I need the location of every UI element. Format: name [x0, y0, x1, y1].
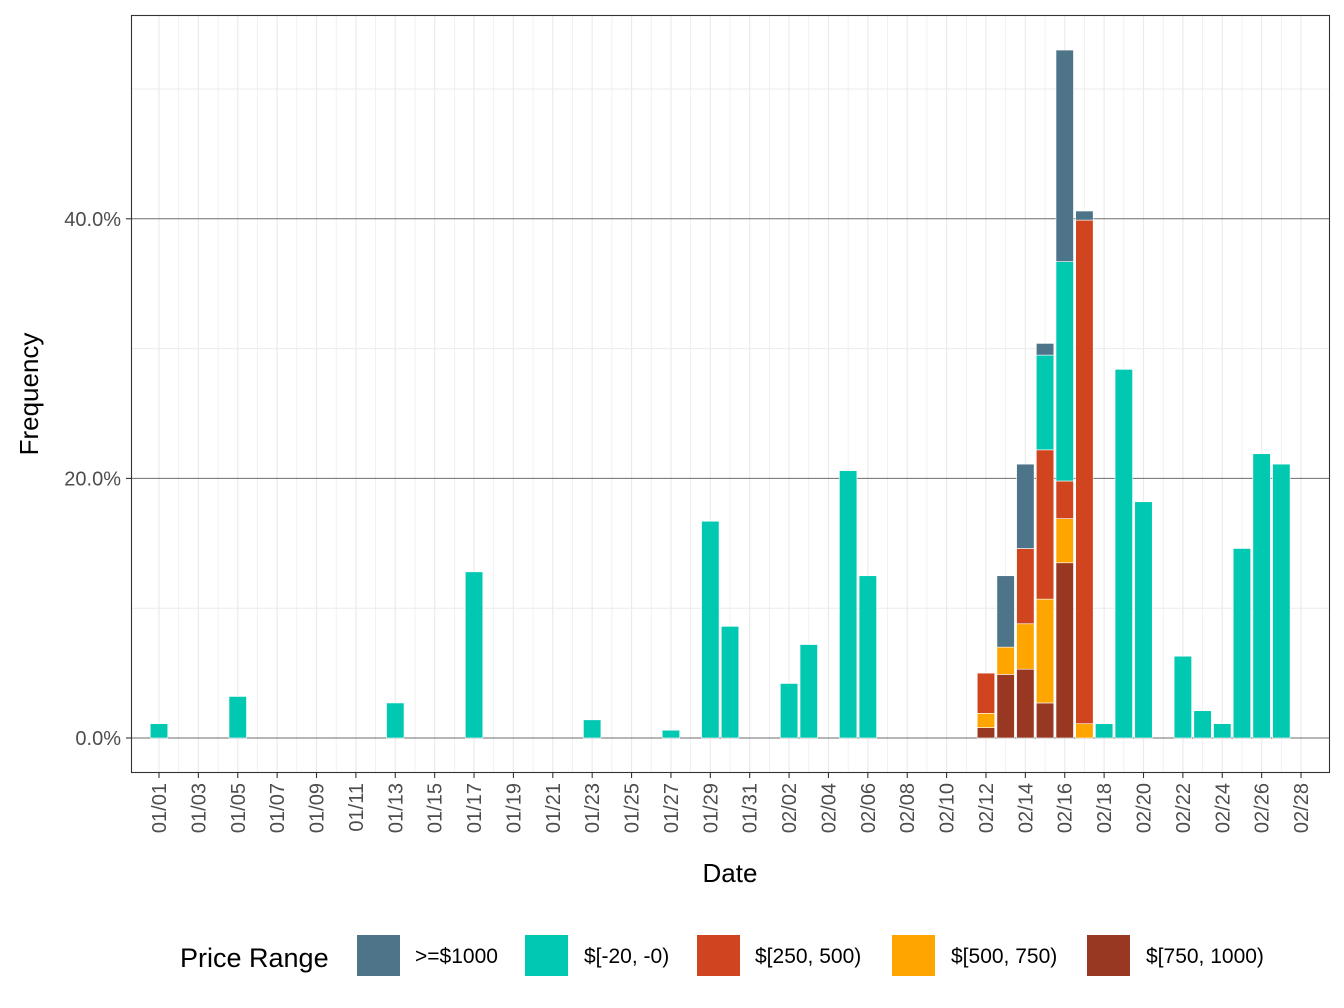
bar-segment — [799, 644, 818, 739]
bar-segment — [1036, 449, 1055, 600]
bar-segment — [1036, 343, 1055, 356]
y-axis-title: Frequency — [14, 333, 44, 456]
legend-label: >=$1000 — [415, 945, 498, 968]
bar-segment — [1232, 548, 1251, 739]
x-tick-label: 01/27 — [661, 783, 683, 833]
bar-segment — [1016, 668, 1035, 739]
x-tick-label: 01/13 — [385, 783, 407, 833]
x-tick-label: 01/09 — [307, 783, 329, 833]
x-tick-label: 01/07 — [267, 783, 289, 833]
bar-segment — [228, 696, 247, 739]
bar-segment — [1055, 562, 1074, 739]
bar-segment — [1036, 354, 1055, 451]
y-axis: 0.0% 20.0% 40.0% — [64, 209, 132, 750]
bar-segment — [1252, 453, 1271, 739]
bar-segment — [1213, 723, 1232, 739]
bar-segment — [1036, 702, 1055, 739]
bar-segment — [661, 729, 680, 739]
bar-segment — [996, 575, 1015, 648]
bar-segment — [996, 674, 1015, 739]
bar-segment — [1193, 710, 1212, 739]
x-tick-label: 01/17 — [464, 783, 486, 833]
x-tick-label: 01/15 — [425, 783, 447, 833]
bar-segment — [976, 727, 996, 739]
bar-segment — [1055, 261, 1074, 482]
x-tick-label: 01/29 — [700, 783, 722, 833]
plot-panel-border — [130, 14, 1331, 774]
x-tick-label: 02/22 — [1173, 783, 1195, 833]
x-tick-label: 02/14 — [1015, 783, 1037, 833]
x-tick-label: 02/20 — [1134, 783, 1156, 833]
legend-key — [1087, 935, 1130, 976]
x-tick-label: 02/02 — [779, 783, 801, 833]
bars — [149, 49, 1291, 739]
bar-segment — [1036, 598, 1055, 704]
x-tick-label: 01/19 — [503, 783, 525, 833]
x-axis: 01/01 01/03 01/05 01/07 01/09 01/11 01/13 01/15… — [149, 772, 1313, 833]
legend-key — [892, 935, 935, 976]
bar-segment — [858, 575, 877, 739]
bar-segment — [1016, 463, 1035, 549]
bar-segment — [1055, 518, 1074, 564]
x-tick-label: 02/10 — [937, 783, 959, 833]
bar-segment — [839, 470, 858, 739]
x-tick-label: 02/12 — [976, 783, 998, 833]
x-tick-label: 02/26 — [1252, 783, 1274, 833]
x-tick-label: 02/28 — [1291, 783, 1313, 833]
bar-segment — [720, 626, 740, 739]
x-tick-label: 01/31 — [740, 783, 762, 833]
legend-key — [525, 935, 568, 976]
bar-segment — [1114, 369, 1133, 739]
bar-segment — [996, 646, 1015, 675]
x-tick-label: 02/06 — [858, 783, 880, 833]
bar-segment — [1272, 463, 1291, 739]
y-tick-label: 0.0% — [75, 728, 121, 750]
bar-segment — [1055, 480, 1074, 519]
x-tick-label: 01/03 — [188, 783, 210, 833]
x-tick-label: 02/04 — [818, 783, 840, 833]
y-tick-label: 40.0% — [64, 209, 121, 231]
legend-label: $[-20, -0) — [584, 945, 669, 968]
legend-title: Price Range — [180, 943, 329, 973]
x-tick-label: 01/05 — [228, 783, 250, 833]
bar-segment — [1075, 210, 1094, 221]
legend: Price Range >=$1000 $[-20, -0) $[250, 500)… — [180, 935, 1264, 976]
x-tick-label: 01/01 — [149, 783, 171, 833]
legend-label: $[500, 750) — [951, 945, 1057, 968]
x-tick-label: 02/24 — [1212, 783, 1234, 833]
x-axis-title: Date — [703, 858, 758, 888]
bar-segment — [701, 520, 720, 739]
bar-segment — [1055, 49, 1074, 262]
x-tick-label: 02/18 — [1094, 783, 1116, 833]
legend-label: $[750, 1000) — [1146, 945, 1264, 968]
bar-segment — [780, 683, 799, 739]
bar-segment — [1095, 723, 1114, 739]
bar-segment — [149, 723, 169, 739]
bar-segment — [1075, 723, 1094, 739]
bar-segment — [1134, 501, 1153, 739]
bar-segment — [386, 702, 405, 739]
bar-segment — [464, 571, 484, 739]
legend-key — [697, 935, 740, 976]
x-tick-label: 01/21 — [543, 783, 565, 833]
bar-segment — [976, 672, 996, 714]
legend-key — [357, 935, 400, 976]
bar-segment — [583, 719, 602, 739]
x-tick-label: 01/23 — [582, 783, 604, 833]
x-tick-label: 01/25 — [622, 783, 644, 833]
bar-segment — [976, 713, 996, 728]
legend-label: $[250, 500) — [755, 945, 861, 968]
y-tick-label: 20.0% — [64, 468, 121, 490]
bar-segment — [1173, 655, 1192, 739]
bar-segment — [1016, 548, 1035, 625]
bar-segment — [1016, 623, 1035, 670]
x-tick-label: 01/11 — [346, 783, 368, 832]
x-tick-label: 02/08 — [897, 783, 919, 833]
bar-segment — [1075, 219, 1094, 725]
x-tick-label: 02/16 — [1055, 783, 1077, 833]
